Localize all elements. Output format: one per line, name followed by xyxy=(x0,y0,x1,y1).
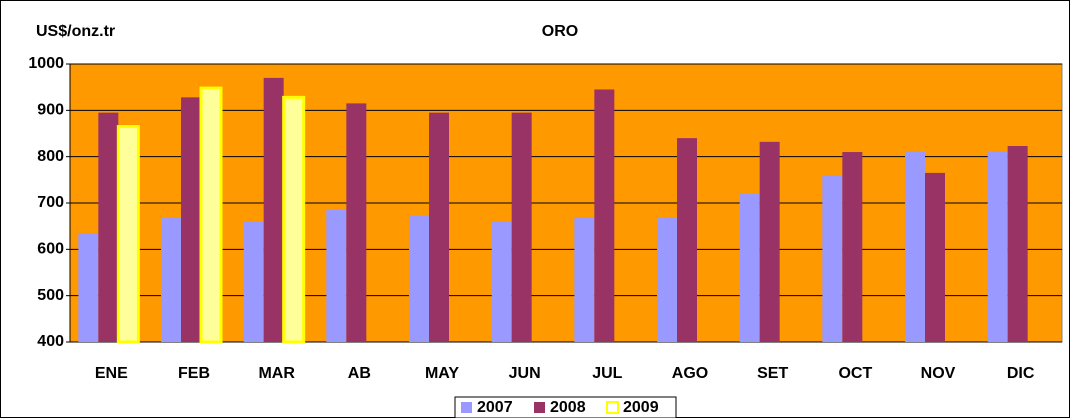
bar xyxy=(429,112,449,343)
bar xyxy=(511,112,532,343)
bar xyxy=(925,172,945,342)
bar xyxy=(822,175,843,342)
bar xyxy=(594,89,615,342)
x-tick-label: MAR xyxy=(258,365,295,382)
x-tick-label: AGO xyxy=(672,365,708,382)
bar xyxy=(326,209,347,342)
bar xyxy=(491,221,512,342)
bar xyxy=(677,138,697,342)
x-tick-label: NOV xyxy=(921,365,956,382)
bar xyxy=(199,86,223,344)
y-tick-label: 500 xyxy=(37,287,64,304)
legend-swatch xyxy=(606,401,619,414)
y-tick-label: 600 xyxy=(37,241,64,258)
x-tick-label: DIC xyxy=(1007,365,1035,382)
legend-label: 2008 xyxy=(550,399,586,416)
bar xyxy=(842,152,863,342)
bar xyxy=(78,233,99,342)
bar xyxy=(243,221,264,342)
bar xyxy=(987,151,1008,342)
bar xyxy=(263,77,284,343)
legend-label: 2007 xyxy=(477,399,513,416)
x-tick-label: JUL xyxy=(592,365,622,382)
legend-label: 2009 xyxy=(623,399,659,416)
y-tick-label: 800 xyxy=(37,148,64,165)
x-tick-label: OCT xyxy=(838,365,872,382)
bar xyxy=(409,215,429,342)
chart-title: ORO xyxy=(542,23,578,40)
bar xyxy=(181,97,201,342)
bar xyxy=(1007,146,1028,342)
x-tick-label: FEB xyxy=(178,365,210,382)
bar xyxy=(282,95,306,344)
x-tick-label: JUN xyxy=(509,365,541,382)
bar xyxy=(759,141,780,342)
y-axis-label: US$/onz.tr xyxy=(36,23,115,40)
bar xyxy=(574,217,595,342)
bar xyxy=(161,217,181,342)
bar xyxy=(657,217,677,342)
y-tick-label: 1000 xyxy=(28,55,64,72)
legend-box xyxy=(454,396,677,418)
bar xyxy=(346,103,367,342)
legend-swatch xyxy=(461,402,472,413)
bar xyxy=(739,193,760,342)
y-tick-label: 700 xyxy=(37,194,64,211)
legend-swatch xyxy=(534,402,545,413)
x-tick-label: MAY xyxy=(425,365,459,382)
x-tick-label: AB xyxy=(348,365,371,382)
y-tick-label: 900 xyxy=(37,102,64,119)
x-tick-label: ENE xyxy=(95,365,128,382)
x-tick-label: SET xyxy=(757,365,788,382)
bar xyxy=(905,151,925,342)
bar xyxy=(98,112,119,343)
y-tick-label: 400 xyxy=(37,333,64,350)
bar xyxy=(116,125,140,344)
